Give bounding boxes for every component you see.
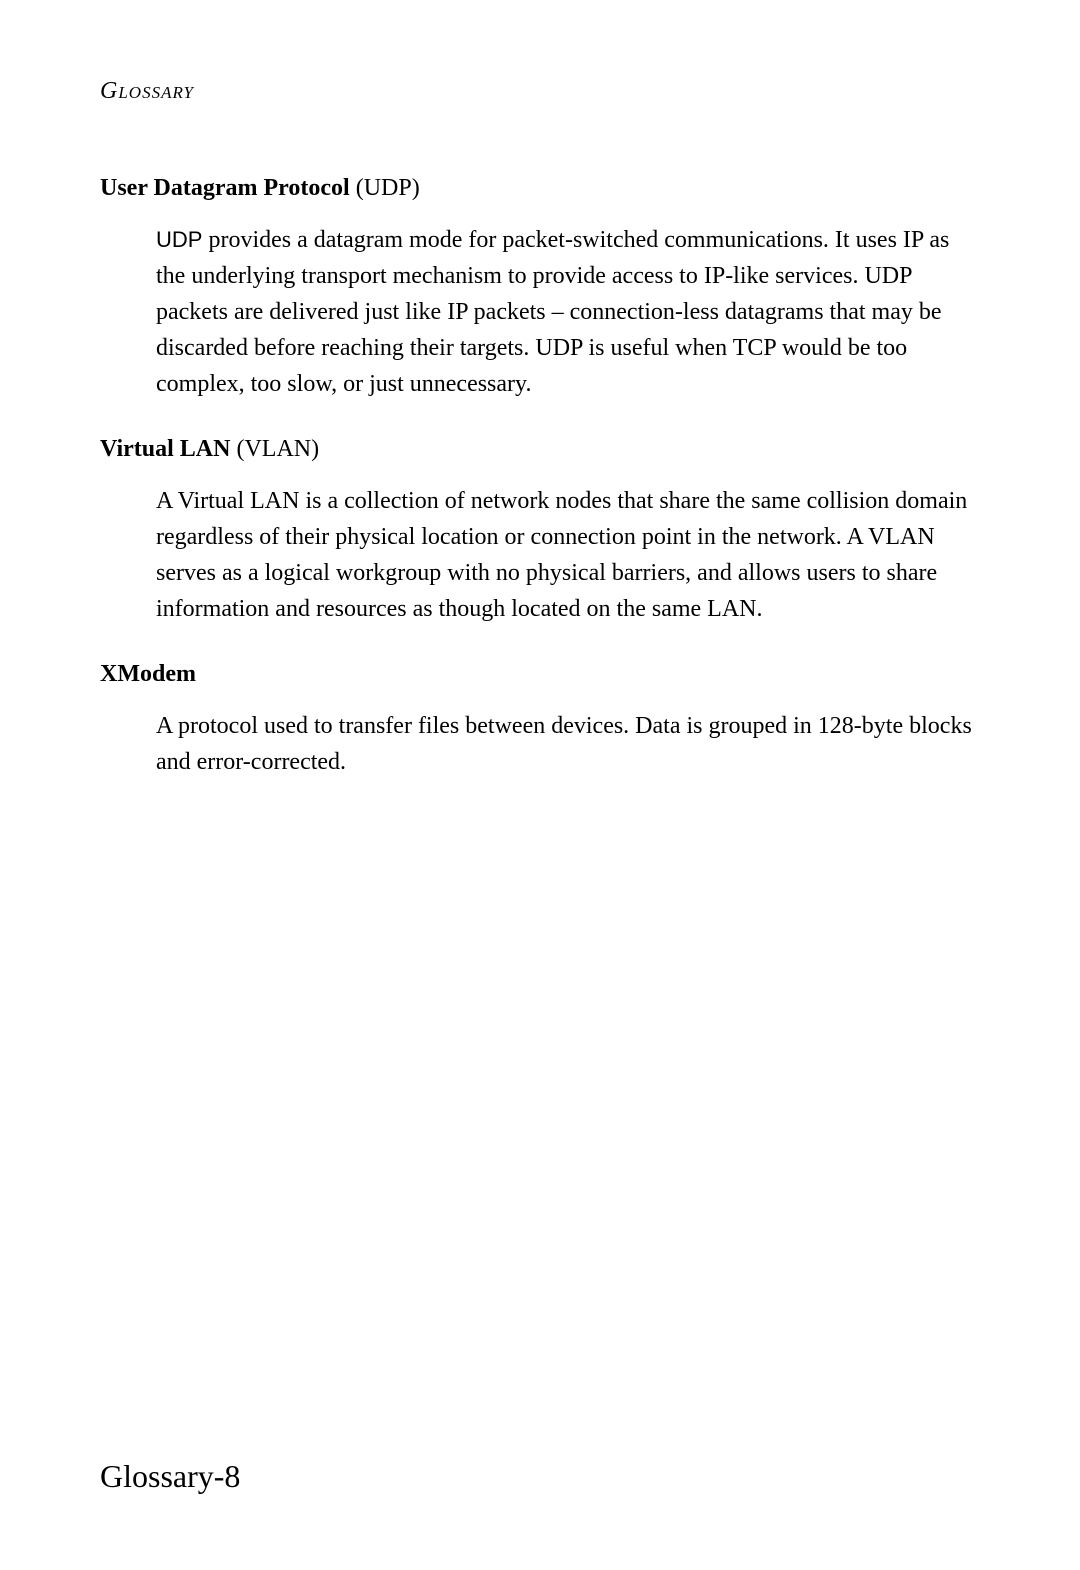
definition: A protocol used to transfer files betwee…	[156, 708, 980, 780]
term-abbrev: (VLAN)	[230, 436, 319, 462]
term-bold: Virtual LAN	[100, 436, 230, 462]
page-footer: Glossary-8	[100, 1458, 240, 1495]
term-line: User Datagram Protocol (UDP)	[100, 175, 980, 202]
glossary-entry: User Datagram Protocol (UDP) UDP provide…	[100, 175, 980, 402]
definition-leading-sans: UDP	[156, 227, 202, 252]
page-number: Glossary-8	[100, 1458, 240, 1494]
glossary-entry: Virtual LAN (VLAN) A Virtual LAN is a co…	[100, 436, 980, 627]
term-bold: User Datagram Protocol	[100, 175, 350, 201]
definition: A Virtual LAN is a collection of network…	[156, 483, 980, 627]
definition: UDP provides a datagram mode for packet-…	[156, 222, 980, 402]
definition-text: A Virtual LAN is a collection of network…	[156, 488, 967, 622]
definition-text: provides a datagram mode for packet-swit…	[156, 227, 949, 397]
term-abbrev: (UDP)	[350, 175, 420, 201]
term-line: Virtual LAN (VLAN)	[100, 436, 980, 463]
glossary-entry: XModem A protocol used to transfer files…	[100, 661, 980, 780]
header-title: Glossary	[100, 78, 194, 104]
term-bold: XModem	[100, 661, 196, 687]
definition-text: A protocol used to transfer files betwee…	[156, 713, 972, 775]
term-line: XModem	[100, 661, 980, 688]
page-header: Glossary	[100, 78, 980, 105]
